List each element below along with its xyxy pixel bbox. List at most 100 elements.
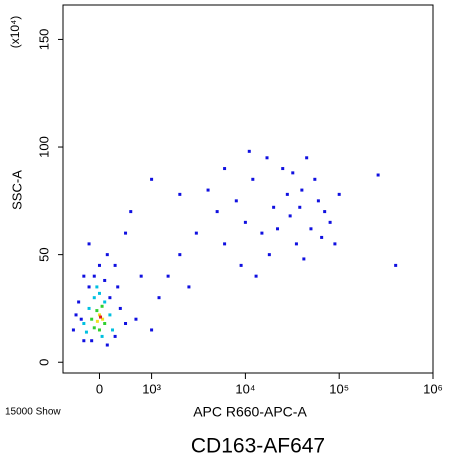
data-point (215, 210, 219, 214)
data-point (97, 291, 101, 295)
data-point (265, 156, 269, 160)
data-point (87, 242, 91, 246)
data-point (92, 326, 96, 330)
data-point (99, 315, 103, 319)
x-tick-label: 10⁶ (423, 381, 443, 396)
data-point (100, 334, 104, 338)
data-point (260, 231, 264, 235)
data-point (97, 328, 101, 332)
data-point (82, 274, 86, 278)
data-point (92, 274, 96, 278)
data-point (300, 188, 304, 192)
data-point (166, 274, 170, 278)
data-point (281, 167, 285, 171)
data-point (337, 192, 341, 196)
data-point (116, 285, 120, 289)
data-point (298, 205, 302, 209)
data-point (309, 227, 313, 231)
data-point (105, 253, 109, 257)
y-axis-label: SSC-A (9, 170, 24, 210)
data-point (272, 205, 276, 209)
data-point (294, 242, 298, 246)
data-point (302, 257, 306, 261)
data-point (139, 274, 143, 278)
data-point (87, 306, 91, 310)
x-axis-label: APC R660-APC-A (193, 404, 307, 420)
x-tick-label: 10⁵ (329, 381, 349, 396)
data-point (150, 177, 154, 181)
data-point (100, 304, 104, 308)
data-point (71, 328, 75, 332)
x-tick-label: 10³ (142, 381, 161, 396)
data-point (157, 296, 161, 300)
data-point (316, 199, 320, 203)
data-point (101, 317, 105, 321)
data-point (92, 296, 96, 300)
data-point (77, 300, 81, 304)
data-point (95, 285, 99, 289)
data-point (124, 322, 128, 326)
data-point (333, 242, 337, 246)
data-point (178, 192, 182, 196)
data-point (74, 313, 78, 317)
y-multiplier: (x10⁴) (8, 16, 22, 49)
data-point (82, 322, 86, 326)
data-point (82, 339, 86, 343)
plot-frame (62, 4, 434, 374)
data-point (103, 300, 107, 304)
data-point (97, 313, 101, 317)
y-tick-label: 100 (36, 136, 51, 158)
data-point (103, 322, 107, 326)
data-point (124, 231, 128, 235)
data-point (150, 328, 154, 332)
y-tick-label: 150 (36, 29, 51, 51)
x-tick-label: 10⁴ (235, 381, 255, 396)
data-point (247, 149, 251, 153)
data-point (79, 317, 83, 321)
x-tick-label: 0 (96, 381, 103, 396)
data-point (276, 227, 280, 231)
data-point (243, 220, 247, 224)
data-point (305, 156, 309, 160)
data-point (223, 167, 227, 171)
data-point (254, 274, 258, 278)
data-point (323, 210, 327, 214)
data-point (320, 235, 324, 239)
data-point (108, 313, 112, 317)
data-point (84, 330, 88, 334)
data-point (194, 231, 198, 235)
data-point (285, 192, 289, 196)
data-point (328, 220, 332, 224)
data-point (113, 263, 117, 267)
data-point (118, 306, 122, 310)
data-point (103, 278, 107, 282)
data-point (90, 317, 94, 321)
data-point (234, 199, 238, 203)
data-point (288, 214, 292, 218)
y-tick-label: 50 (36, 247, 51, 261)
data-point (95, 309, 99, 313)
data-point (187, 285, 191, 289)
data-point (291, 171, 295, 175)
data-point (223, 242, 227, 246)
data-point (206, 188, 210, 192)
event-count: 15000 Show (5, 407, 61, 418)
data-point (111, 328, 115, 332)
data-point (105, 343, 109, 347)
data-point (178, 253, 182, 257)
data-point (95, 319, 99, 323)
chart-title: CD163-AF647 (191, 435, 325, 458)
y-tick-label: 0 (36, 359, 51, 366)
data-point (267, 253, 271, 257)
data-point (108, 296, 112, 300)
data-point (87, 285, 91, 289)
data-point (97, 263, 101, 267)
data-point (129, 210, 133, 214)
data-point (251, 177, 255, 181)
data-point (376, 173, 380, 177)
data-point (90, 339, 94, 343)
data-point (394, 263, 398, 267)
data-point (134, 317, 138, 321)
data-point (313, 177, 317, 181)
